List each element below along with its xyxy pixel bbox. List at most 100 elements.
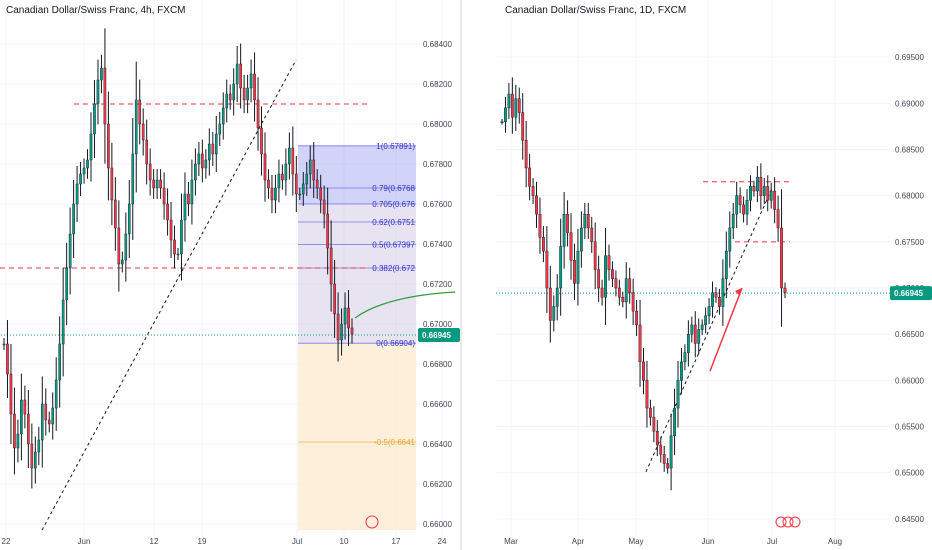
candle-body <box>211 143 215 155</box>
candle-body <box>37 439 41 453</box>
candle-body <box>514 98 518 118</box>
candle-body <box>569 232 573 261</box>
fib-labels: 1(0.67891) 0.79(0.6768 0.705(0.676 0.62(0.6… <box>372 142 415 447</box>
candle-body <box>218 123 222 135</box>
event-marker-icon <box>365 515 379 529</box>
y-tick-label: 0.68400 <box>423 40 452 49</box>
annotations <box>496 181 890 528</box>
candle-body <box>138 99 142 125</box>
candle-body <box>559 246 563 289</box>
chart-pane-1d[interactable]: 0.645000.650000.655000.660000.665000.670… <box>496 0 932 546</box>
candle-body <box>155 179 159 189</box>
candle-body <box>579 227 583 252</box>
candle-body <box>117 227 121 265</box>
candle-body <box>148 163 152 181</box>
candle-body <box>96 79 100 105</box>
x-axis[interactable]: 22 Jun 12 19 Jul 10 17 24 <box>2 537 447 546</box>
candle-body <box>319 187 322 201</box>
y-axis[interactable]: 0.645000.650000.655000.660000.665000.670… <box>890 53 932 524</box>
y-tick-label: 0.66200 <box>423 480 452 489</box>
candle-body <box>693 324 697 344</box>
candle-body <box>683 352 687 363</box>
candle-body <box>204 159 208 169</box>
candle-body <box>600 287 604 298</box>
candle-body <box>711 292 714 307</box>
candle-body <box>645 380 649 409</box>
candle-body <box>16 433 20 449</box>
candle-body <box>20 399 23 435</box>
candle-body <box>51 407 55 425</box>
candle-body <box>208 143 211 161</box>
fib-level-label: 0.382(0.672 <box>372 264 415 273</box>
candle-body <box>301 183 305 195</box>
candle-body <box>762 186 766 196</box>
candle-body <box>194 163 197 181</box>
candle-body <box>30 443 34 469</box>
candle-body <box>326 213 329 249</box>
candle-body <box>86 159 89 169</box>
candle-body <box>686 333 690 353</box>
candle-body <box>680 361 683 381</box>
candle-body <box>542 237 545 252</box>
candle-body <box>783 287 787 293</box>
candle-body <box>507 93 511 109</box>
candle-body <box>333 283 336 315</box>
candle-body <box>190 179 194 205</box>
candle-body <box>724 250 728 279</box>
x-tick-label: 24 <box>438 537 447 546</box>
last-price-label: 0.66945 <box>894 289 923 298</box>
candle-body <box>621 297 625 303</box>
candle-body <box>545 250 549 289</box>
y-tick-label: 0.68000 <box>895 192 924 201</box>
x-tick-label: 10 <box>340 537 349 546</box>
candle-body <box>34 451 37 469</box>
candle-body <box>638 324 642 363</box>
y-tick-label: 0.66600 <box>423 400 452 409</box>
y-tick-label: 0.68200 <box>423 80 452 89</box>
fib-level-label: 1(0.67891) <box>376 142 415 151</box>
candle-body <box>162 187 166 205</box>
trend-line <box>41 59 297 531</box>
candle-body <box>336 313 340 341</box>
candle-body <box>124 233 128 261</box>
candle-body <box>79 173 82 185</box>
candle-body <box>329 247 333 285</box>
trend-line <box>645 188 773 473</box>
candle-body <box>58 343 61 381</box>
y-tick-label: 0.67600 <box>423 200 452 209</box>
event-marker-icon <box>775 516 787 528</box>
x-tick-label: 17 <box>392 537 401 546</box>
candle-body <box>631 292 635 312</box>
candle-body <box>766 186 770 201</box>
chart-pane-4h[interactable]: 1(0.67891) 0.79(0.6768 0.705(0.676 0.62(0.6… <box>0 0 460 550</box>
candle-body <box>249 73 253 89</box>
candle-body <box>246 87 249 101</box>
candle-body <box>642 361 645 381</box>
y-axis[interactable]: 0.66000 0.66200 0.66400 0.66600 0.66800 0.670… <box>418 40 460 529</box>
candle-body <box>700 324 704 330</box>
candle-body <box>145 139 148 165</box>
candle-body <box>749 186 752 201</box>
candle-body <box>552 306 556 321</box>
candle-body <box>676 380 680 409</box>
candle-body <box>769 190 773 201</box>
candle-body <box>2 343 6 346</box>
candle-body <box>44 403 48 421</box>
x-tick-label: Mar <box>504 537 518 546</box>
candle-body <box>555 287 559 307</box>
candle-body <box>232 83 235 101</box>
x-axis[interactable]: Mar Apr May Jun Jul Aug <box>504 537 842 546</box>
candle-body <box>23 399 27 415</box>
candle-body <box>752 186 756 192</box>
grid-lines <box>496 0 890 540</box>
x-tick-label: May <box>628 537 643 546</box>
candle-body <box>110 167 114 201</box>
projection-curve <box>354 291 456 319</box>
candle-body <box>298 193 302 196</box>
candle-body <box>13 413 16 449</box>
candle-body <box>134 99 138 155</box>
candle-body <box>121 259 124 265</box>
candle-body <box>253 73 256 101</box>
candle-body <box>221 107 225 125</box>
